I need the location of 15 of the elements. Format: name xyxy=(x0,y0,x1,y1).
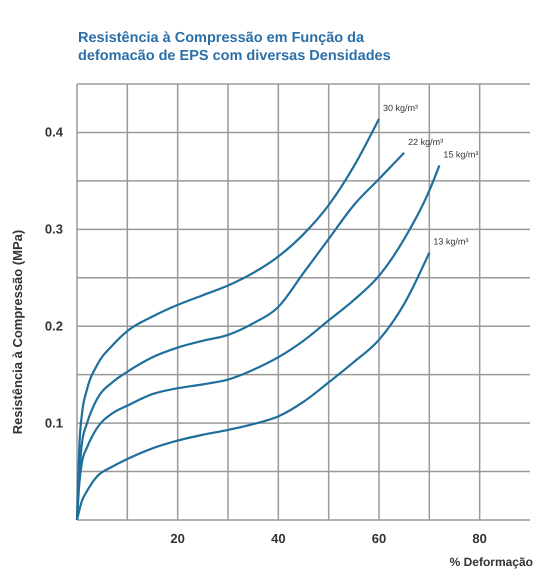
x-tick-label: 20 xyxy=(170,531,185,546)
chart-title: Resistência à Compressão em Função da defomacão de EPS com diversas Densidades xyxy=(78,30,391,64)
series-label: 22 kg/m³ xyxy=(408,136,444,147)
y-tick-label: 0.3 xyxy=(44,221,63,236)
series-label: 13 kg/m³ xyxy=(433,236,468,247)
y-tick-label: 0.2 xyxy=(44,318,63,334)
x-axis-title: % Deformação xyxy=(450,555,533,569)
x-tick-label: 80 xyxy=(472,531,487,546)
x-tick-label: 60 xyxy=(372,531,386,546)
y-tick-label: 0.4 xyxy=(44,124,64,140)
y-tick-label: 0.1 xyxy=(44,415,63,430)
x-tick-label: 40 xyxy=(271,531,286,546)
y-axis-title: Resistência à Compressão (MPa) xyxy=(10,230,25,434)
series-label: 30 kg/m³ xyxy=(383,102,418,113)
series-label: 15 kg/m³ xyxy=(443,149,478,160)
